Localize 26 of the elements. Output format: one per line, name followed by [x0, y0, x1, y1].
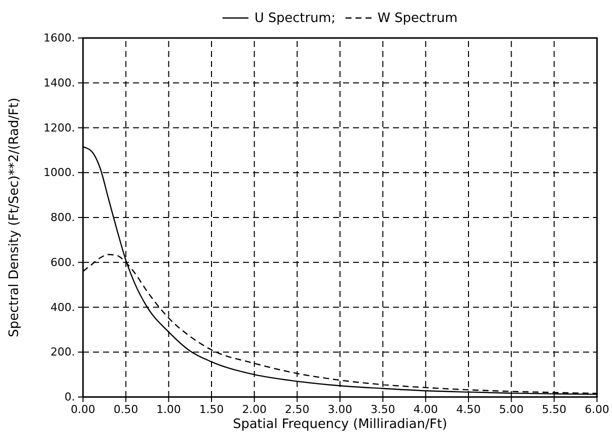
x-tick-label: 1.50: [199, 402, 224, 416]
y-tick-label: 1200.: [44, 121, 75, 134]
legend-label: U Spectrum;: [254, 11, 336, 26]
y-tick-label: 800.: [50, 211, 75, 224]
x-tick-label: 6.00: [584, 402, 610, 416]
x-tick-label: 0.50: [114, 402, 138, 416]
x-tick-label: 5.00: [499, 402, 524, 416]
x-tick-label: 1.00: [156, 402, 181, 416]
x-tick-label: 3.50: [370, 402, 396, 416]
y-axis-title: Spectral Density (Ft/Sec)**2/(Rad/Ft): [7, 98, 22, 338]
y-tick-label: 0.: [64, 390, 75, 404]
x-tick-label: 0.00: [70, 402, 96, 416]
x-tick-label: 5.50: [542, 402, 566, 416]
y-tick-label: 1000.: [44, 166, 75, 180]
y-tick-label: 400.: [50, 300, 75, 314]
x-axis-title: Spatial Frequency (Milliradian/Ft): [232, 417, 448, 432]
legend-label: W Spectrum: [378, 11, 458, 26]
x-tick-label: 3.00: [328, 402, 352, 416]
x-tick-label: 4.00: [413, 402, 438, 416]
y-tick-label: 600.: [50, 256, 75, 269]
y-tick-label: 200.: [50, 346, 75, 359]
y-tick-label: 1600.: [44, 32, 75, 45]
x-tick-label: 2.50: [284, 402, 310, 416]
x-tick-label: 2.00: [242, 402, 267, 416]
y-tick-label: 1400.: [44, 76, 75, 90]
x-tick-label: 4.50: [456, 402, 481, 416]
